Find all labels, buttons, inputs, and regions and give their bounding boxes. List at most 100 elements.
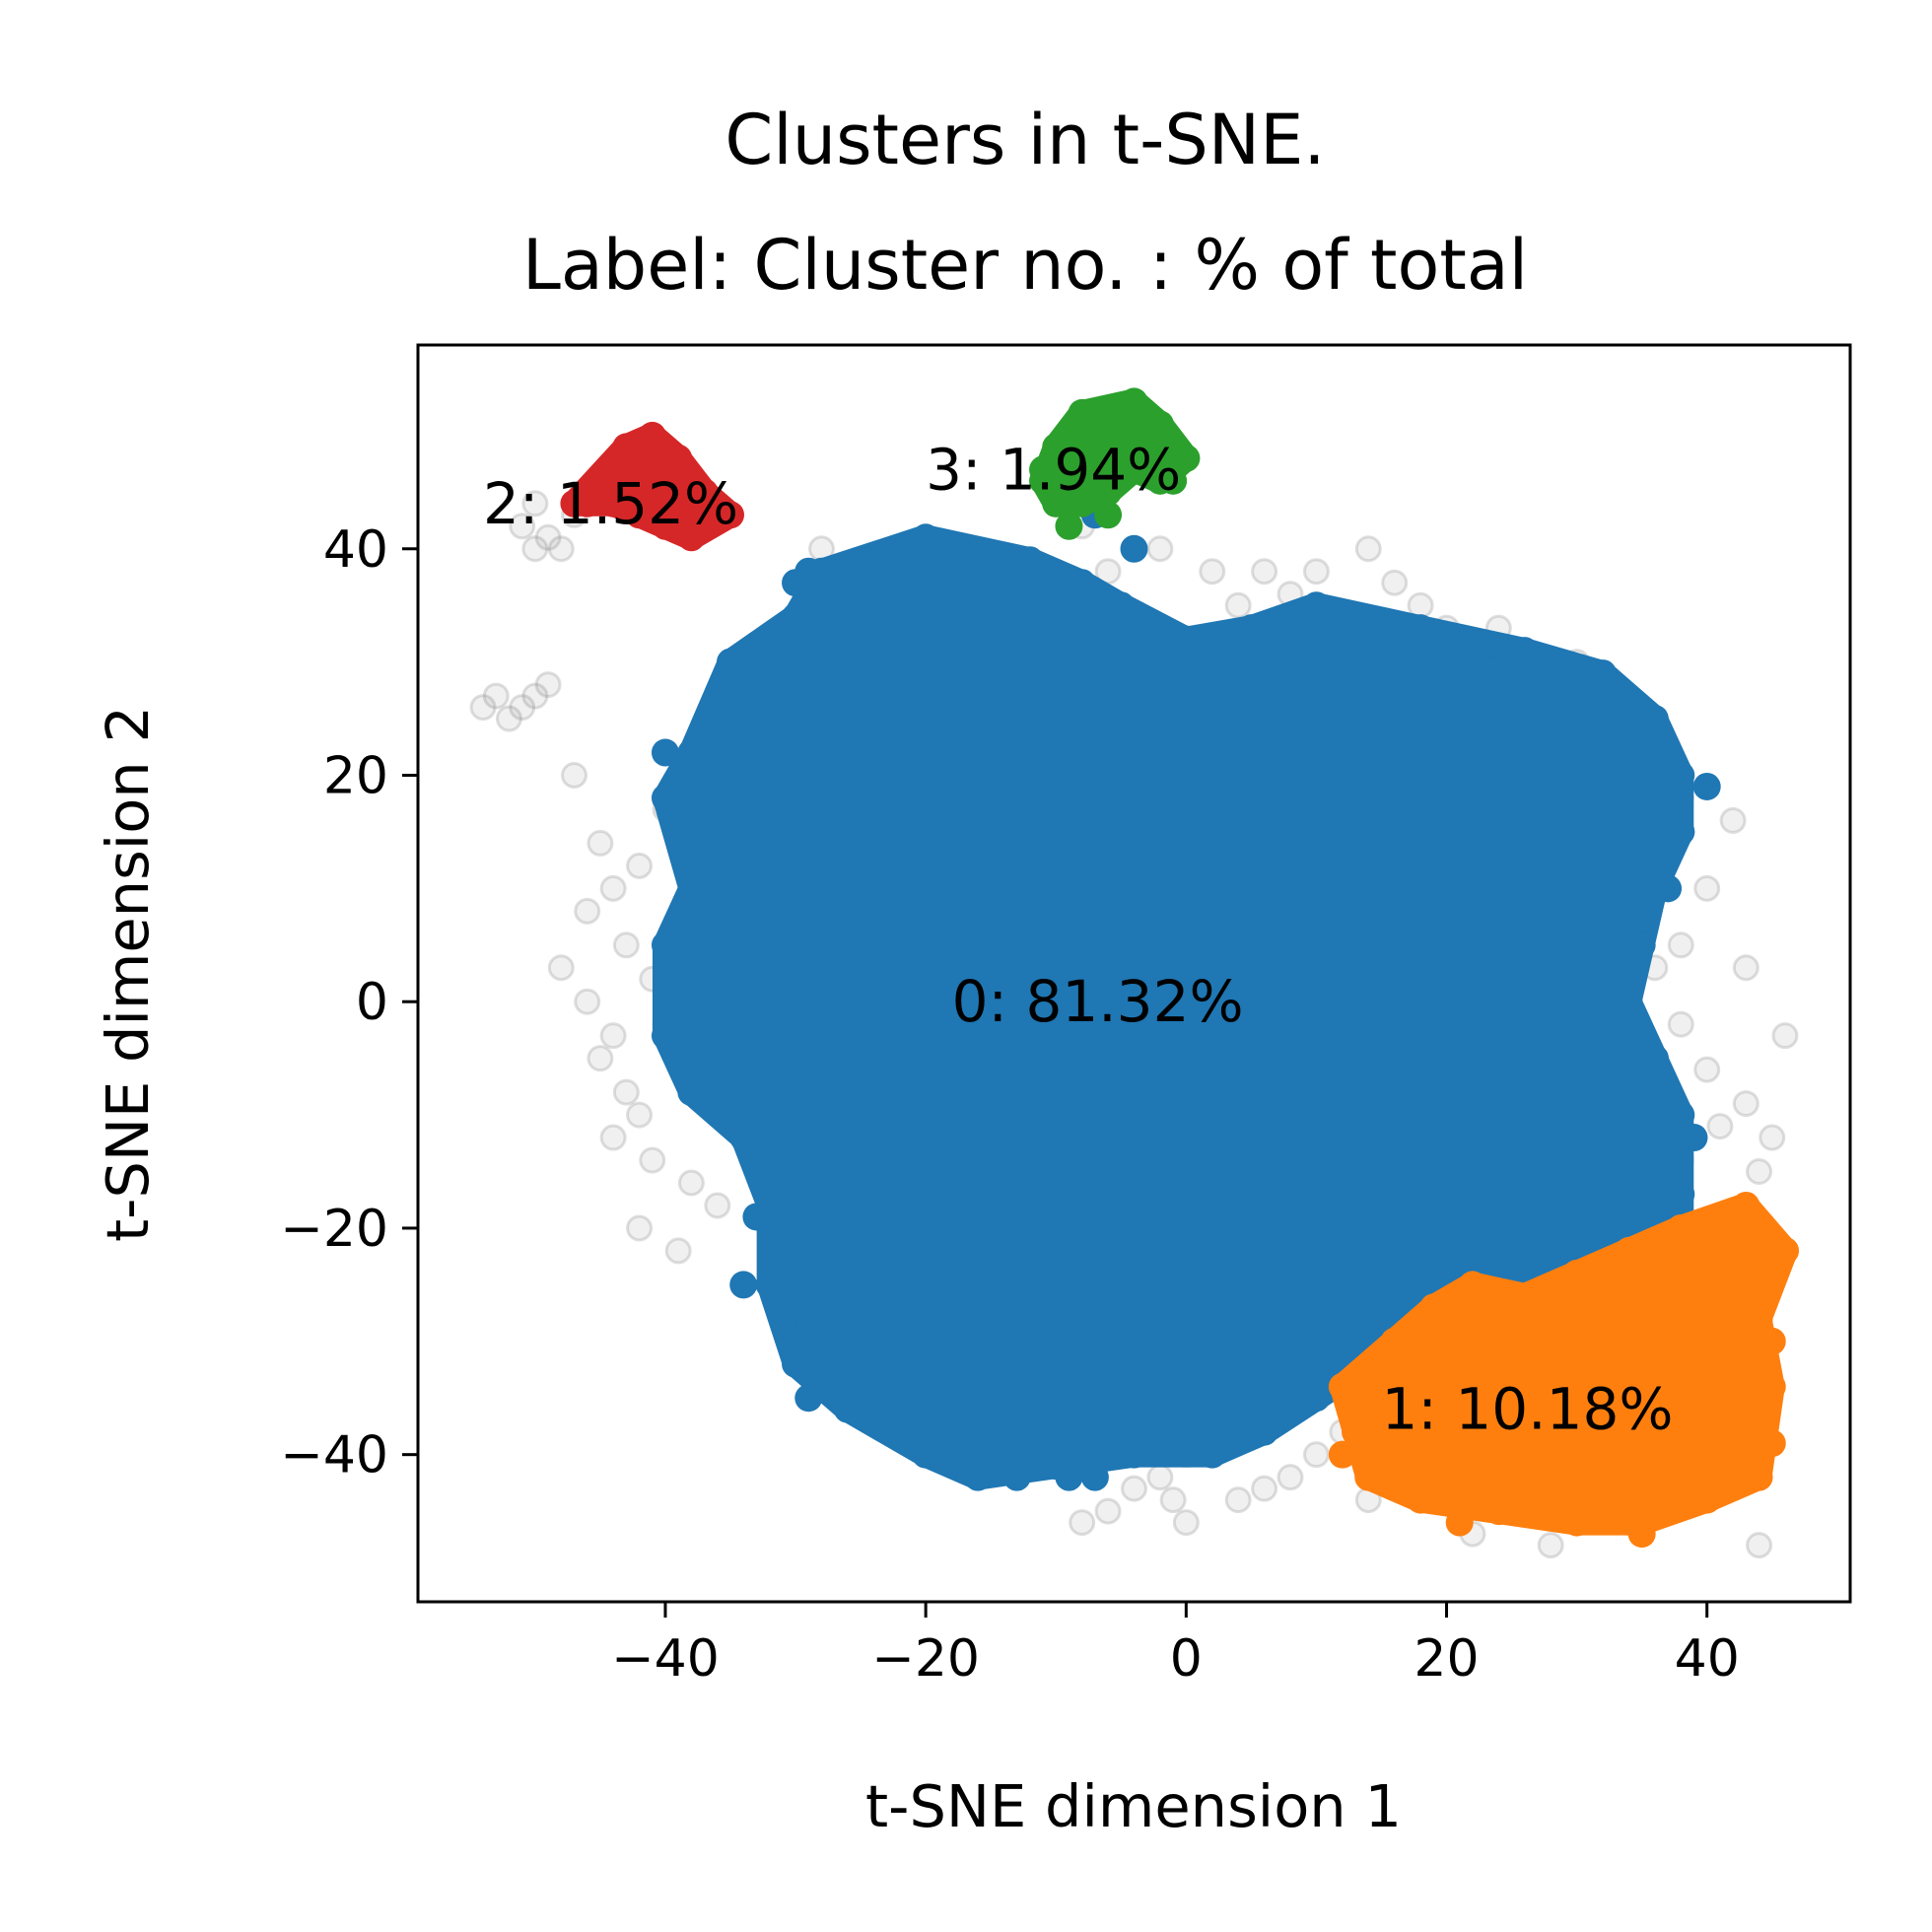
- cluster-2-point: [690, 478, 719, 507]
- noise-point: [547, 954, 575, 982]
- cluster-1-point: [1407, 1316, 1435, 1345]
- cluster-3-point: [1042, 489, 1070, 518]
- noise-point: [1251, 558, 1278, 586]
- noise-point: [1146, 535, 1174, 563]
- cluster-2-point: [573, 489, 601, 518]
- cluster-0-point: [1432, 659, 1461, 688]
- cluster-0-point: [833, 1395, 862, 1423]
- noise-point: [1276, 1464, 1304, 1491]
- cluster-0-point: [677, 738, 706, 767]
- x-axis-label: t-SNE dimension 1: [865, 1772, 1402, 1840]
- noise-point: [1069, 1509, 1096, 1537]
- cluster-0-point: [782, 602, 810, 631]
- cluster-0-point: [1640, 1180, 1669, 1208]
- cluster-0-point: [1680, 1124, 1708, 1152]
- cluster-0-point: [1667, 761, 1695, 790]
- cluster-0-point: [1120, 1440, 1148, 1469]
- cluster-0-point: [1302, 1384, 1331, 1413]
- noise-point: [1224, 591, 1252, 619]
- cluster-0-point: [1068, 569, 1096, 597]
- cluster-0-point: [1198, 1440, 1226, 1469]
- y-tick-label: −20: [280, 1200, 388, 1259]
- cluster-3-point: [1120, 455, 1148, 484]
- noise-point: [574, 988, 601, 1015]
- noise-point: [495, 705, 522, 732]
- noise-point: [586, 1045, 614, 1072]
- cluster-1-point: [1758, 1372, 1786, 1401]
- noise-point: [469, 694, 497, 722]
- chart-title: Clusters in t-SNE.: [724, 100, 1325, 180]
- cluster-0-point: [742, 1203, 771, 1231]
- cluster-1-label: 1: 10.18%: [1381, 1376, 1673, 1443]
- cluster-2-point: [599, 489, 628, 518]
- cluster-0-point: [1589, 659, 1618, 688]
- cluster-2-point: [651, 512, 679, 540]
- noise-point: [612, 932, 640, 959]
- plot-frame: [416, 343, 1852, 1604]
- noise-point: [1719, 806, 1747, 834]
- cluster-0-point: [1627, 931, 1656, 959]
- cluster-2-point: [625, 501, 654, 529]
- cluster-1-point: [1328, 1440, 1356, 1469]
- noise-point: [521, 490, 549, 518]
- x-tick-label: −20: [871, 1629, 980, 1689]
- cluster-2-point: [612, 433, 641, 461]
- noise-point: [677, 1169, 705, 1197]
- cluster-1-point: [1458, 1271, 1486, 1299]
- noise-point: [1746, 1158, 1773, 1186]
- cluster-1-point: [1510, 1281, 1539, 1310]
- cluster-1-point: [1407, 1485, 1435, 1514]
- cluster-0-point: [677, 1078, 706, 1107]
- cluster-0-point: [1080, 1463, 1109, 1491]
- cluster-0-point: [912, 1440, 940, 1469]
- noise-point: [509, 694, 536, 722]
- cluster-0-point: [1667, 817, 1695, 846]
- y-tick-label: −40: [280, 1426, 388, 1485]
- noise-point: [482, 682, 510, 710]
- cluster-1-point: [1758, 1429, 1786, 1458]
- noise-point: [1732, 954, 1760, 982]
- cluster-3-point: [1145, 410, 1174, 439]
- axes: −40 −20 0 20 40 −40 −20 0 20 40: [280, 520, 1740, 1689]
- cluster-1-point: [1445, 1508, 1474, 1537]
- cluster-1-point: [1640, 1248, 1669, 1276]
- cluster-0-point: [651, 1021, 679, 1050]
- cluster-1-point: [1484, 1497, 1513, 1526]
- cluster-0-point: [1210, 1417, 1239, 1446]
- noise-point: [599, 874, 627, 902]
- noise-point: [639, 1146, 666, 1174]
- cluster-0-point: [1640, 1044, 1669, 1072]
- cluster-0-point: [1692, 772, 1721, 800]
- x-tick-label: −40: [611, 1629, 720, 1689]
- plot-area: [469, 387, 1799, 1559]
- noise-point: [1146, 1464, 1174, 1491]
- cluster-1-point: [1562, 1508, 1591, 1537]
- cluster-3-point: [1094, 501, 1123, 529]
- cluster-1-point: [1615, 1236, 1643, 1265]
- cluster-0-point: [1654, 874, 1683, 903]
- cluster-0-point: [1667, 1180, 1695, 1208]
- noise-point: [612, 1078, 640, 1106]
- noise-point: [521, 535, 549, 563]
- cluster-3-point: [1029, 455, 1058, 484]
- noise-point: [1302, 1441, 1330, 1469]
- cluster-2-point: [664, 444, 693, 472]
- cluster-0-point: [912, 523, 940, 552]
- noise-point: [1667, 1010, 1694, 1038]
- y-tick-label: 20: [323, 746, 388, 805]
- cluster-1-point: [1745, 1304, 1773, 1333]
- cluster-1-point: [1342, 1417, 1370, 1446]
- cluster-2-point: [703, 501, 731, 529]
- noise-point: [1667, 932, 1694, 959]
- noise-point: [1121, 1475, 1147, 1502]
- cluster-0-point: [1615, 988, 1643, 1016]
- noise-point: [664, 1237, 692, 1265]
- noise-point: [509, 513, 536, 540]
- cluster-0-point: [794, 557, 823, 586]
- noise-point: [599, 1022, 627, 1050]
- cluster-0-point: [1407, 614, 1435, 643]
- cluster-1-point: [1562, 1259, 1591, 1287]
- cluster-1-point: [1419, 1293, 1448, 1322]
- cluster-1-point: [1680, 1225, 1708, 1254]
- noise-point: [626, 852, 654, 879]
